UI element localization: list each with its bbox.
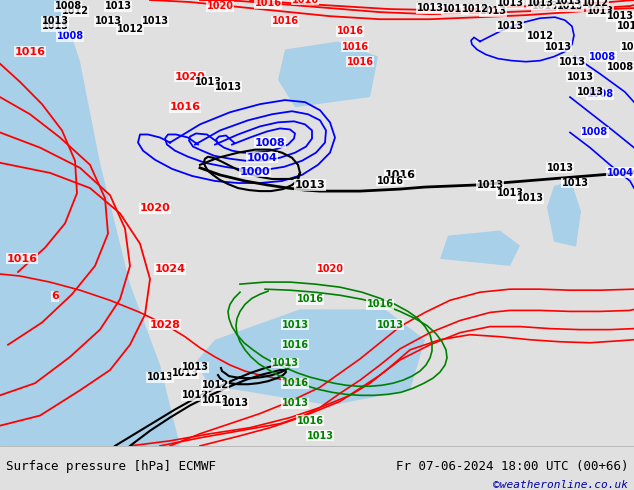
Text: 1013: 1013 (141, 16, 169, 26)
Text: 1013: 1013 (417, 3, 444, 13)
Text: 1013: 1013 (586, 6, 614, 16)
Text: 1012: 1012 (581, 0, 609, 8)
Text: 1012: 1012 (526, 31, 553, 41)
Text: 1013: 1013 (281, 398, 309, 409)
Text: 1016: 1016 (271, 16, 299, 26)
Text: 1013: 1013 (41, 21, 68, 31)
Text: 1013: 1013 (616, 21, 634, 31)
Text: 1013: 1013 (607, 11, 633, 21)
Text: 1004: 1004 (607, 168, 633, 178)
Polygon shape (195, 309, 425, 405)
Text: 1016: 1016 (281, 340, 309, 350)
Text: Surface pressure [hPa] ECMWF: Surface pressure [hPa] ECMWF (6, 460, 216, 473)
Text: 1013: 1013 (526, 0, 553, 8)
Text: 1008: 1008 (255, 138, 285, 147)
Text: 1016: 1016 (337, 26, 363, 36)
Text: 1013: 1013 (195, 77, 221, 87)
Text: 1012: 1012 (181, 391, 209, 400)
Text: 1013: 1013 (496, 21, 524, 31)
Text: 1013: 1013 (281, 319, 309, 330)
Text: 1013: 1013 (221, 398, 249, 409)
Polygon shape (0, 0, 60, 21)
Text: 1016: 1016 (15, 47, 46, 56)
Text: 1012: 1012 (202, 395, 228, 405)
Text: 1016: 1016 (366, 299, 394, 309)
Text: 1013: 1013 (146, 372, 174, 382)
Text: 1013: 1013 (545, 42, 571, 51)
Polygon shape (278, 42, 378, 107)
Text: 1016: 1016 (384, 170, 415, 180)
Text: 1013: 1013 (172, 368, 198, 378)
Text: 1008: 1008 (581, 127, 609, 138)
Text: 1020: 1020 (139, 203, 171, 213)
Text: Fr 07-06-2024 18:00 UTC (00+66): Fr 07-06-2024 18:00 UTC (00+66) (396, 460, 628, 473)
Text: 1016: 1016 (254, 0, 281, 8)
Text: 1013: 1013 (377, 319, 403, 330)
Text: 1013: 1013 (496, 188, 524, 198)
Text: 1013: 1013 (576, 87, 604, 97)
Text: 1016: 1016 (292, 0, 318, 5)
Polygon shape (0, 0, 80, 62)
Text: 1013: 1013 (517, 193, 543, 203)
Text: 1012: 1012 (117, 24, 143, 34)
Text: 1013: 1013 (567, 72, 593, 82)
Text: 1008: 1008 (586, 89, 614, 99)
Text: 1013: 1013 (105, 1, 131, 11)
Text: 1012: 1012 (202, 380, 228, 390)
Text: 1008: 1008 (56, 31, 84, 41)
Text: 1008: 1008 (55, 1, 82, 11)
Text: 1013: 1013 (547, 163, 574, 173)
Text: 1020: 1020 (316, 264, 344, 274)
Polygon shape (0, 0, 180, 446)
Text: 1013: 1013 (531, 1, 559, 11)
Polygon shape (440, 230, 520, 266)
Text: 1013: 1013 (94, 16, 122, 26)
Text: 1016: 1016 (377, 176, 403, 186)
Text: ©weatheronline.co.uk: ©weatheronline.co.uk (493, 480, 628, 490)
Text: 1016: 1016 (297, 416, 323, 426)
Text: 1013: 1013 (479, 6, 507, 16)
Text: 1000: 1000 (240, 167, 270, 177)
Text: 1013: 1013 (295, 180, 325, 190)
Text: 1020: 1020 (207, 1, 233, 11)
Text: 1016: 1016 (6, 254, 37, 264)
Text: 1013: 1013 (621, 42, 634, 51)
Text: 1008: 1008 (590, 51, 616, 62)
Text: 1013: 1013 (181, 362, 209, 372)
Text: 1008: 1008 (607, 62, 633, 72)
Text: 1013: 1013 (477, 180, 503, 190)
Text: 1013: 1013 (559, 57, 586, 67)
Text: 1013: 1013 (555, 0, 581, 6)
Text: 1013: 1013 (271, 358, 299, 368)
Text: 1013: 1013 (214, 82, 242, 92)
Text: 1028: 1028 (150, 319, 181, 330)
Text: 1016: 1016 (281, 378, 309, 388)
Text: 1013: 1013 (41, 16, 68, 26)
Text: 6: 6 (51, 291, 59, 301)
Text: 1012: 1012 (61, 6, 89, 16)
Text: 1016: 1016 (169, 102, 200, 112)
Text: 1013: 1013 (562, 178, 588, 188)
Text: 1016: 1016 (342, 42, 368, 51)
Text: 1013: 1013 (496, 0, 524, 8)
Text: 1024: 1024 (155, 264, 186, 274)
Text: 1020: 1020 (174, 72, 205, 82)
Text: 1013: 1013 (557, 1, 583, 11)
Text: 1012: 1012 (462, 4, 489, 14)
Text: 1004: 1004 (247, 153, 278, 163)
Text: 1016: 1016 (347, 57, 373, 67)
Polygon shape (547, 181, 581, 246)
Text: 1013: 1013 (306, 431, 333, 441)
Text: 1016: 1016 (297, 294, 323, 304)
Text: 1013: 1013 (441, 4, 469, 14)
